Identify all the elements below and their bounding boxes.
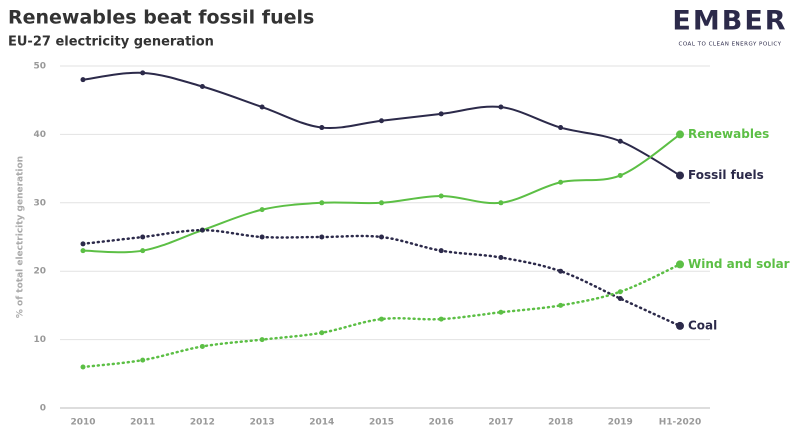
- data-point: [617, 172, 623, 178]
- data-point: [379, 234, 384, 240]
- data-point: [140, 70, 146, 76]
- data-point: [558, 302, 564, 308]
- data-point: [676, 260, 684, 269]
- data-point: [498, 255, 504, 261]
- series-label: Renewables: [688, 127, 769, 141]
- chart-subtitle: EU-27 electricity generation: [8, 35, 214, 50]
- x-tick-label: 2010: [70, 418, 95, 428]
- data-point: [80, 77, 86, 83]
- series-label: Fossil fuels: [688, 168, 764, 182]
- data-point: [259, 337, 265, 343]
- x-tick-label: 2017: [488, 418, 513, 428]
- x-tick-label: 2016: [429, 418, 454, 428]
- data-point: [199, 227, 205, 233]
- y-tick-label: 30: [33, 198, 46, 208]
- data-point: [199, 343, 205, 349]
- x-tick-label: 2018: [548, 418, 573, 428]
- logo-tagline: COAL TO CLEAN ENERGY POLICY: [678, 42, 781, 48]
- data-point: [617, 289, 623, 295]
- data-point: [617, 296, 623, 302]
- series-label: Wind and solar: [688, 257, 790, 271]
- series-line: [81, 228, 682, 328]
- data-point: [498, 309, 504, 315]
- data-point: [259, 234, 265, 240]
- data-point: [140, 357, 146, 363]
- x-tick-label: 2013: [250, 418, 275, 428]
- data-point: [80, 241, 86, 247]
- data-point: [676, 171, 684, 180]
- logo: EMBER: [672, 6, 787, 37]
- data-point: [438, 248, 444, 254]
- data-point: [379, 316, 384, 322]
- x-tick-label: 2014: [309, 418, 334, 428]
- data-point: [676, 321, 684, 330]
- data-point: [259, 207, 265, 213]
- data-point: [438, 111, 444, 117]
- y-tick-label: 10: [33, 335, 46, 345]
- data-point: [140, 248, 146, 254]
- data-point: [319, 125, 325, 131]
- data-point: [259, 104, 265, 110]
- chart-title: Renewables beat fossil fuels: [8, 7, 314, 29]
- y-tick-label: 0: [40, 404, 46, 414]
- data-point: [617, 138, 623, 144]
- data-point: [438, 316, 444, 322]
- data-point: [319, 330, 325, 336]
- y-tick-label: 20: [33, 267, 46, 277]
- y-tick-label: 50: [33, 62, 46, 72]
- y-axis-label: % of total electricity generation: [16, 156, 26, 318]
- x-tick-label: 2012: [190, 418, 215, 428]
- data-point: [80, 364, 86, 370]
- data-point: [199, 84, 205, 90]
- series-line: [81, 263, 682, 369]
- data-point: [558, 125, 564, 131]
- data-point: [80, 248, 86, 254]
- data-point: [379, 200, 384, 206]
- y-tick-label: 40: [33, 130, 46, 140]
- data-point: [140, 234, 146, 240]
- data-point: [498, 200, 504, 206]
- data-point: [676, 130, 684, 139]
- data-point: [319, 200, 325, 206]
- data-point: [379, 118, 384, 124]
- x-tick-label: 2015: [369, 418, 394, 428]
- x-tick-label: 2019: [608, 418, 633, 428]
- data-point: [558, 268, 564, 274]
- data-point: [558, 179, 564, 185]
- x-tick-label: H1-2020: [659, 418, 702, 428]
- data-point: [498, 104, 504, 110]
- series-label: Coal: [688, 318, 717, 332]
- series-line: [82, 71, 681, 177]
- data-point: [319, 234, 325, 240]
- x-tick-label: 2011: [130, 418, 155, 428]
- data-point: [438, 193, 444, 199]
